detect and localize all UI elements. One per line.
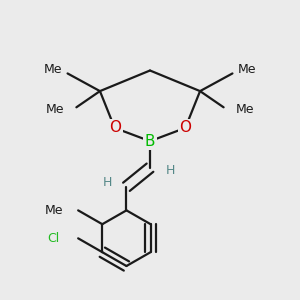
Text: O: O <box>179 120 191 135</box>
Text: O: O <box>109 120 121 135</box>
Text: B: B <box>145 134 155 149</box>
Text: Me: Me <box>45 204 64 217</box>
Text: Me: Me <box>46 103 64 116</box>
Text: Me: Me <box>237 63 256 76</box>
Text: H: H <box>103 176 112 189</box>
Text: Me: Me <box>236 103 254 116</box>
Text: H: H <box>166 164 175 177</box>
Text: Me: Me <box>44 63 63 76</box>
Text: Cl: Cl <box>47 232 59 245</box>
